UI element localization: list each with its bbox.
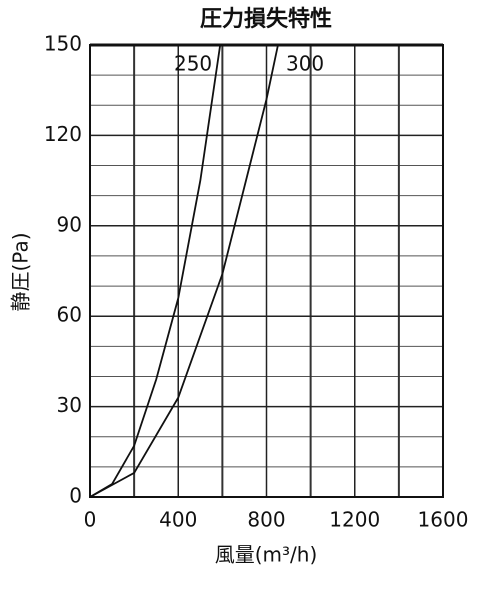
y-tick-label: 0 (69, 484, 82, 508)
curve-label: 300 (286, 52, 324, 76)
x-tick-label: 1600 (418, 508, 469, 532)
y-axis-label: 静圧(Pa) (9, 232, 33, 311)
x-tick-label: 400 (159, 508, 197, 532)
x-tick-label: 800 (247, 508, 285, 532)
curve-label: 250 (174, 52, 212, 76)
y-tick-label: 90 (57, 212, 82, 236)
x-tick-label: 1200 (329, 508, 380, 532)
y-tick-label: 60 (57, 303, 82, 327)
curve (89, 44, 279, 498)
y-tick-label: 120 (44, 122, 82, 146)
y-tick-label: 150 (44, 32, 82, 56)
x-axis-label: 風量(m³/h) (215, 543, 318, 567)
curve (89, 44, 222, 498)
x-tick-label: 0 (84, 508, 97, 532)
chart-title: 圧力損失特性 (200, 6, 332, 32)
y-tick-label: 30 (57, 393, 82, 417)
